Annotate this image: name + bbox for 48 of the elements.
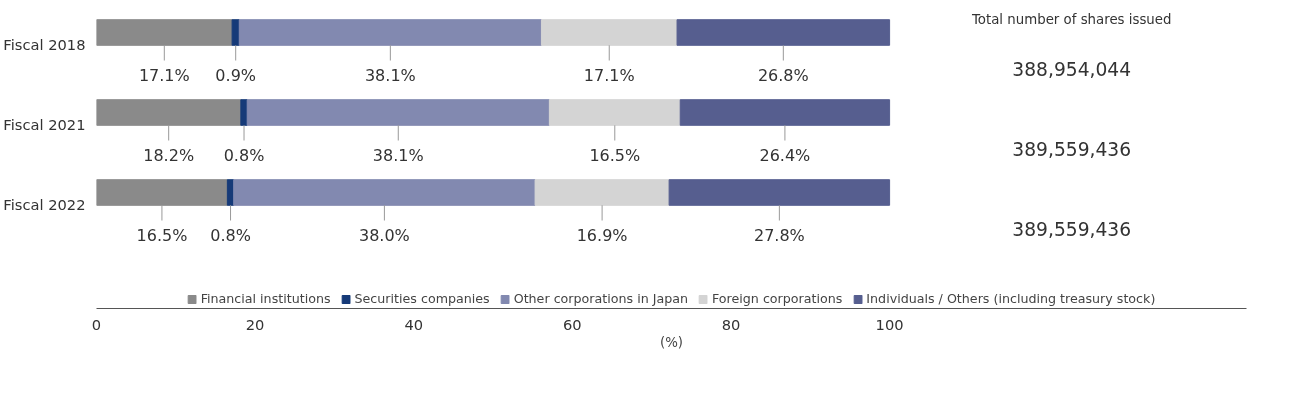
legend-label: Foreign corporations bbox=[712, 291, 843, 306]
data-label: 16.9% bbox=[576, 226, 628, 246]
data-label: 38.0% bbox=[358, 226, 410, 246]
legend-label: Securities companies bbox=[354, 291, 490, 306]
bar bbox=[534, 179, 670, 206]
bar bbox=[96, 19, 233, 46]
bar bbox=[96, 179, 228, 206]
bar bbox=[233, 179, 536, 206]
data-label: 26.4% bbox=[759, 146, 811, 166]
x-tick-label: 40 bbox=[404, 315, 424, 333]
annotation: 389,559,436 bbox=[1012, 138, 1132, 160]
data-label: 0.8% bbox=[223, 146, 265, 166]
legend-label: Individuals / Others (including treasury stock) bbox=[866, 291, 1156, 306]
bar bbox=[548, 99, 681, 126]
data-label: 0.8% bbox=[210, 226, 251, 246]
x-tick-label: 60 bbox=[563, 315, 582, 333]
data-label: 27.8% bbox=[753, 226, 805, 246]
y-tick-label: Fiscal 2021 bbox=[3, 116, 86, 133]
bar bbox=[246, 99, 550, 126]
bar bbox=[679, 99, 891, 126]
legend-label: Financial institutions bbox=[200, 291, 331, 306]
data-label: 0.9% bbox=[215, 66, 257, 86]
x-tick-label: 0 bbox=[91, 315, 102, 333]
data-label: 26.8% bbox=[757, 66, 809, 86]
annotation: 388,954,044 bbox=[1012, 58, 1132, 80]
annotation: Total number of shares issued bbox=[970, 11, 1172, 27]
data-label: 38.1% bbox=[372, 146, 424, 166]
x-axis-title: (%) bbox=[659, 334, 684, 350]
data-label: 17.1% bbox=[583, 66, 635, 86]
x-tick-label: 20 bbox=[245, 315, 265, 333]
annotation: 389,559,436 bbox=[1012, 218, 1132, 240]
bar bbox=[96, 99, 242, 126]
x-tick-label: 80 bbox=[721, 315, 741, 333]
bar bbox=[238, 19, 542, 46]
data-label: 16.5% bbox=[136, 226, 188, 246]
data-label: 17.1% bbox=[138, 66, 190, 86]
y-tick-label: Fiscal 2022 bbox=[3, 196, 86, 213]
bar bbox=[676, 19, 891, 46]
data-label: 16.5% bbox=[589, 146, 641, 166]
bar bbox=[540, 19, 678, 46]
bar bbox=[240, 99, 248, 126]
x-tick-label: 100 bbox=[875, 315, 904, 333]
data-label: 38.1% bbox=[364, 66, 416, 86]
y-tick-label: Fiscal 2018 bbox=[3, 36, 86, 53]
data-label: 18.2% bbox=[143, 146, 195, 166]
bar bbox=[231, 19, 240, 46]
bar bbox=[668, 179, 891, 206]
legend-label: Other corporations in Japan bbox=[513, 291, 688, 306]
